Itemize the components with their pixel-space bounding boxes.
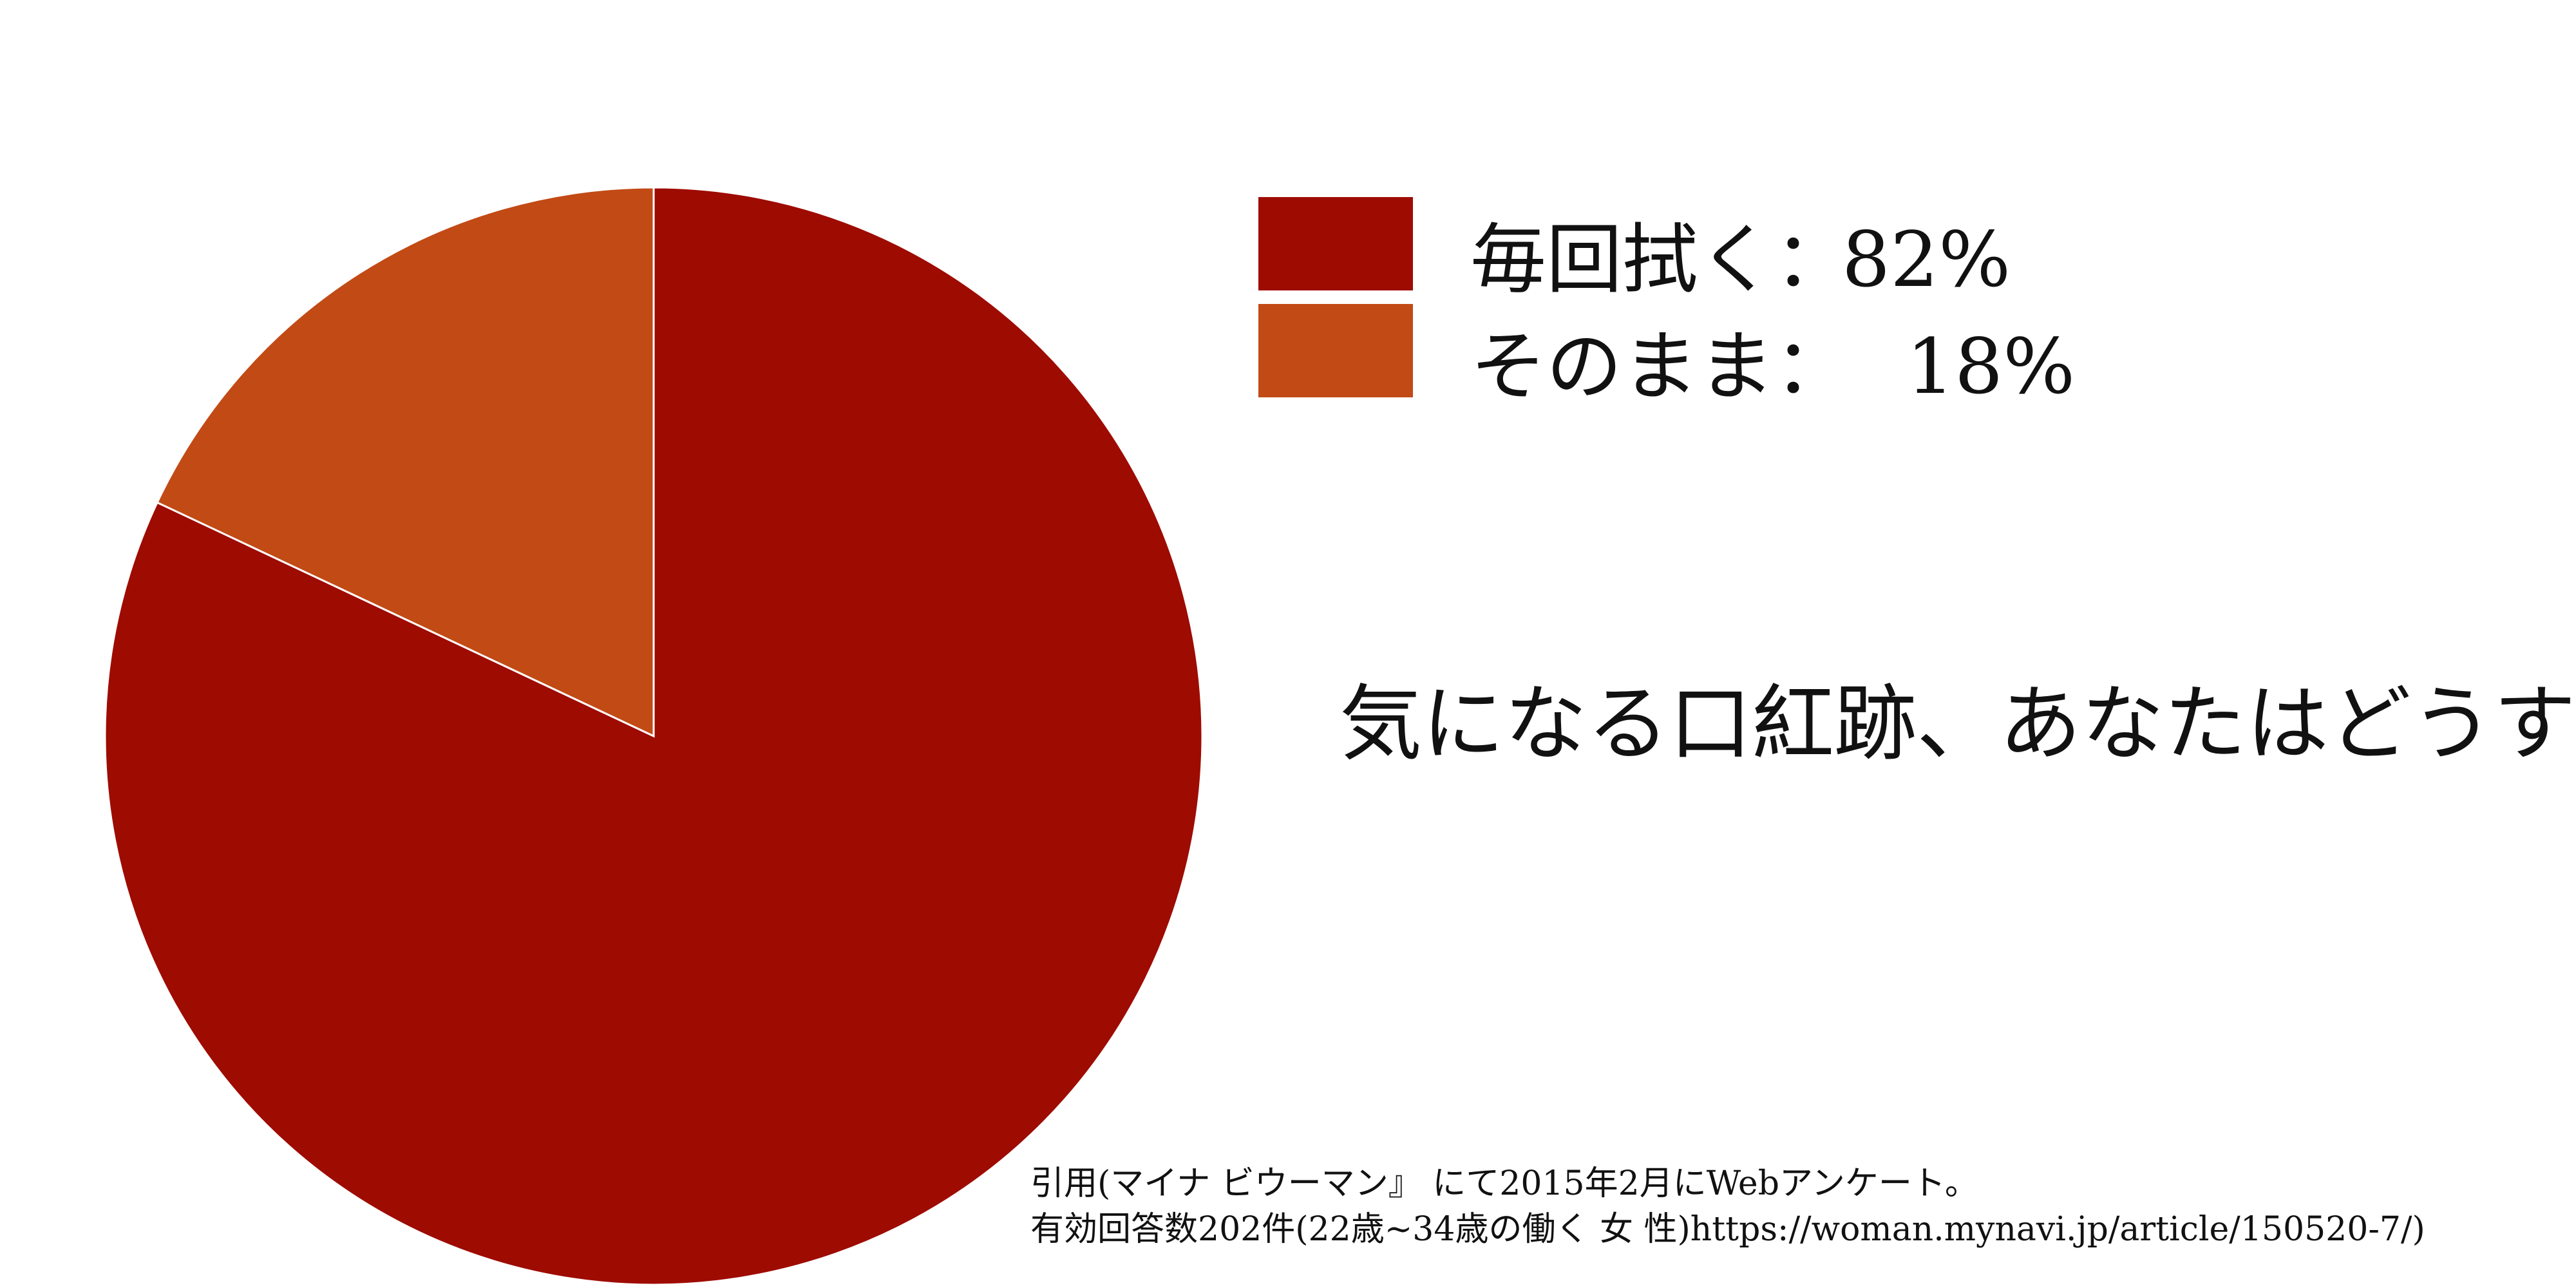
pie-slice xyxy=(156,186,655,738)
legend-value: 82% xyxy=(1842,215,2011,304)
legend-label: 毎回拭く：82% xyxy=(1470,215,2011,304)
legend-swatch xyxy=(1258,197,1413,290)
legend-category: 毎回拭く xyxy=(1470,215,1774,304)
legend-value: 18% xyxy=(1906,322,2075,411)
source-line: 引用(マイナ ビウーマン』 にて2015年2月にWebアンケート。 xyxy=(1030,1164,1978,1203)
source-line: 有効回答数202件(22歳~34歳の働く 女 性)https://woman.m… xyxy=(1030,1210,2425,1249)
legend-swatch xyxy=(1258,304,1413,397)
legend-delimiter: ： xyxy=(1774,322,1850,411)
legend-delimiter: ： xyxy=(1774,215,1850,304)
chart-title: 気になる口紅跡、あなたはどうする？ xyxy=(1340,676,2576,772)
legend-label: そのまま： 18% xyxy=(1470,322,2075,411)
legend-category: そのまま xyxy=(1470,322,1774,411)
